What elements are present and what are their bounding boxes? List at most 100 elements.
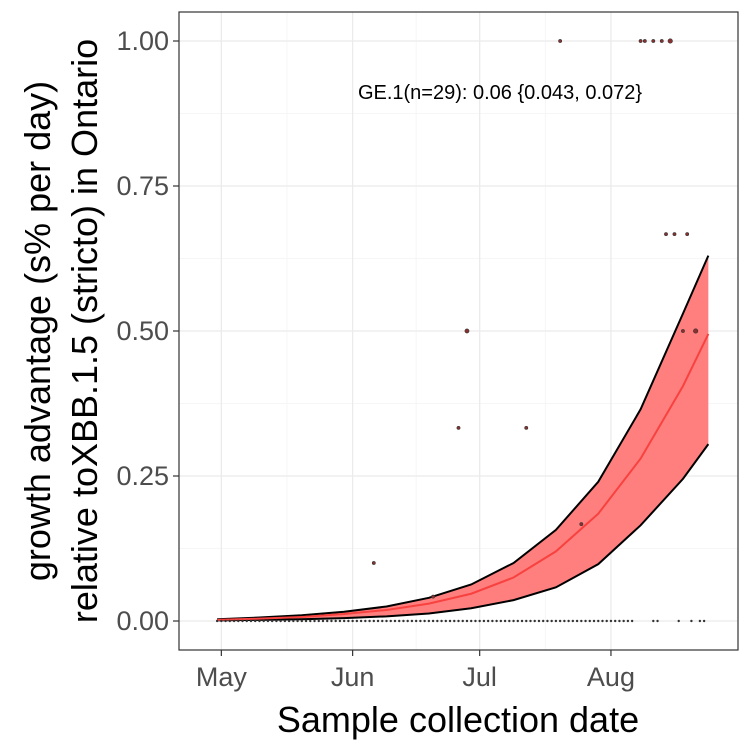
zero-data-point: [520, 619, 524, 623]
zero-data-point: [698, 619, 702, 623]
zero-data-point: [448, 619, 452, 623]
zero-data-point: [287, 619, 291, 623]
zero-data-point: [258, 619, 261, 623]
data-point: [685, 232, 690, 237]
zero-data-point: [393, 619, 397, 623]
zero-data-point: [525, 619, 528, 623]
zero-data-point: [321, 619, 325, 623]
data-point: [642, 39, 647, 43]
zero-data-point: [317, 619, 320, 623]
zero-data-point: [618, 619, 621, 623]
zero-data-point: [347, 619, 350, 623]
zero-data-point: [656, 619, 659, 623]
zero-data-point: [410, 619, 414, 623]
zero-data-point: [351, 619, 354, 623]
zero-data-point: [228, 619, 232, 623]
data-points-layer: [215, 38, 706, 623]
zero-data-point: [529, 619, 532, 623]
data-point: [456, 425, 461, 430]
data-point: [371, 561, 376, 565]
zero-data-point: [554, 619, 558, 623]
zero-data-point: [470, 619, 473, 623]
data-point: [681, 329, 685, 333]
zero-data-point: [508, 619, 511, 623]
zero-data-point: [677, 619, 680, 623]
zero-data-point: [474, 619, 477, 623]
zero-data-point: [326, 619, 329, 623]
y-axis: 0.00 0.25 0.50 0.75 1.00: [116, 26, 179, 636]
confidence-band-layer: [217, 255, 710, 622]
zero-data-point: [575, 619, 579, 623]
data-point: [659, 39, 664, 43]
zero-data-point: [414, 619, 418, 623]
zero-data-point: [571, 619, 575, 623]
zero-data-point: [444, 619, 447, 623]
zero-data-point: [563, 619, 566, 623]
zero-data-point: [376, 619, 380, 623]
zero-data-point: [334, 619, 337, 623]
zero-data-point: [440, 619, 443, 623]
zero-data-point: [457, 619, 460, 623]
data-point: [558, 39, 563, 43]
zero-data-point: [372, 619, 376, 623]
zero-data-point: [436, 619, 439, 623]
y-tick-label: 0.00: [116, 606, 169, 636]
zero-data-point: [537, 619, 541, 623]
data-point: [524, 425, 529, 430]
zero-data-point: [461, 619, 464, 623]
upper-bound-line: [217, 255, 710, 621]
zero-data-point: [588, 619, 591, 623]
zero-data-point: [453, 619, 456, 623]
zero-data-point: [266, 619, 270, 623]
fit-mean-line: [217, 333, 710, 621]
zero-data-point: [478, 619, 481, 623]
zero-data-point: [431, 619, 435, 623]
data-point: [667, 38, 673, 44]
zero-data-point: [597, 619, 600, 623]
y-tick-label: 1.00: [116, 26, 169, 56]
zero-data-point: [533, 619, 536, 623]
x-tick-label: Jul: [462, 662, 497, 692]
data-point: [638, 39, 643, 43]
zero-data-point: [558, 619, 562, 623]
zero-data-point: [368, 619, 371, 623]
data-point: [651, 39, 656, 43]
zero-data-point: [465, 619, 469, 623]
zero-data-point: [224, 619, 227, 623]
zero-data-point: [613, 619, 617, 623]
zero-data-point: [546, 619, 549, 623]
zero-data-point: [652, 619, 655, 623]
y-tick-label: 0.50: [116, 316, 169, 346]
zero-data-point: [381, 619, 384, 623]
zero-data-point: [427, 619, 431, 623]
zero-data-point: [567, 619, 570, 623]
zero-data-point: [359, 619, 363, 623]
zero-data-point: [330, 619, 333, 623]
y-axis-title-line2: relative toXBB.1.5 (stricto) in Ontario: [64, 39, 105, 623]
zero-data-point: [304, 619, 308, 623]
zero-data-point: [495, 619, 498, 623]
data-point: [693, 328, 699, 334]
zero-data-point: [237, 619, 240, 623]
zero-data-point: [482, 619, 486, 623]
zero-data-point: [275, 619, 278, 623]
zero-data-point: [499, 619, 503, 623]
zero-data-point: [491, 619, 494, 623]
zero-data-point: [215, 619, 219, 623]
zero-data-point: [402, 619, 405, 623]
zero-data-point: [309, 619, 312, 623]
x-tick-label: Aug: [587, 662, 635, 692]
x-tick-label: Jun: [331, 662, 375, 692]
zero-data-point: [630, 619, 634, 623]
zero-data-point: [232, 619, 236, 623]
zero-data-point: [550, 619, 553, 623]
data-point: [464, 328, 470, 334]
zero-data-point: [584, 619, 587, 623]
zero-data-point: [220, 619, 223, 623]
zero-data-point: [245, 619, 248, 623]
zero-data-point: [296, 619, 299, 623]
zero-data-point: [702, 619, 706, 623]
zero-data-point: [270, 619, 274, 623]
confidence-band: [217, 255, 709, 621]
